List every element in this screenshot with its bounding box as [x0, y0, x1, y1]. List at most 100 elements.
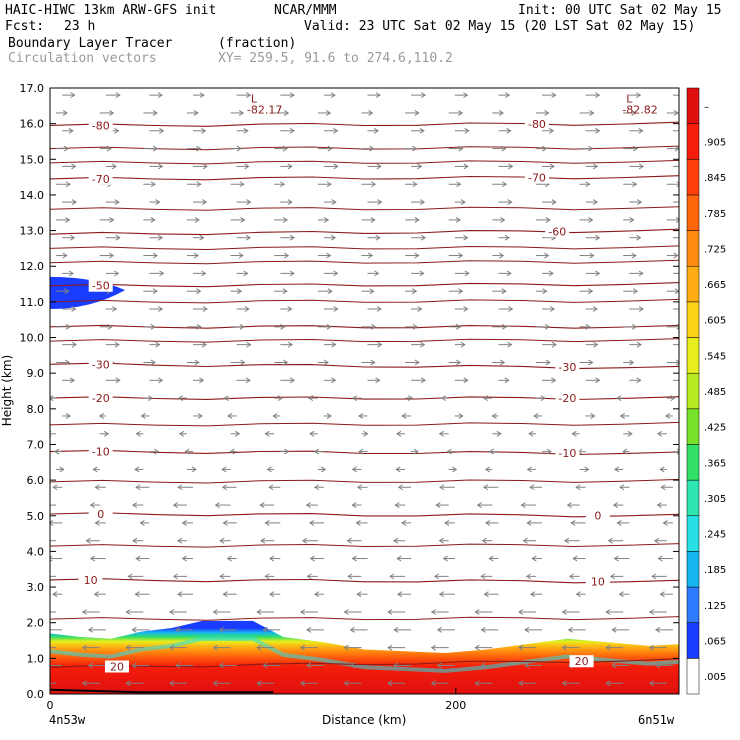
wind-vector-head	[227, 413, 233, 419]
wind-vector	[401, 519, 412, 526]
wind-vector	[94, 519, 106, 526]
wind-vector	[274, 395, 283, 402]
wind-vector-head	[458, 413, 464, 419]
wind-vector	[236, 92, 252, 99]
wind-vector	[313, 448, 324, 455]
wind-vector-head	[181, 519, 187, 526]
wind-vector-head	[125, 680, 131, 687]
isotherm-label-bg	[555, 392, 580, 405]
wind-vector-head	[243, 127, 249, 134]
wind-vector-head	[377, 341, 383, 348]
wind-vector-head	[561, 609, 567, 615]
colorbar-label: .245	[704, 530, 726, 541]
wind-vector	[227, 413, 237, 419]
wind-vector	[367, 92, 381, 99]
plot-frame	[49, 87, 680, 695]
colorbar-swatch	[686, 159, 700, 196]
wind-vector-head	[588, 359, 594, 366]
wind-vector-head	[305, 502, 311, 508]
wind-vector	[672, 308, 679, 310]
wind-vector	[535, 145, 548, 152]
wind-vector	[149, 199, 161, 205]
wind-vector	[411, 92, 427, 99]
wind-vector	[149, 127, 165, 134]
x-tick-label: 200	[445, 699, 466, 712]
wind-vector-head	[439, 484, 445, 491]
colorbar-swatch	[686, 265, 700, 303]
wind-vector-head	[229, 448, 235, 455]
wind-vector	[305, 502, 318, 508]
wind-vector-head	[202, 306, 208, 312]
wind-vector-head	[504, 92, 511, 99]
wind-vector	[280, 199, 293, 205]
wind-vector-head	[575, 484, 581, 491]
wind-vector-head	[590, 413, 596, 419]
wind-vector	[135, 555, 150, 562]
wind-vector-head	[499, 359, 506, 366]
wind-vector-head	[201, 341, 208, 348]
wind-vector-head	[561, 644, 567, 651]
wind-vector-head	[629, 216, 635, 223]
wind-vector-head	[256, 680, 262, 687]
model-title: HAIC-HIWC 13km ARW-GFS init	[5, 3, 217, 18]
wind-vector-head	[456, 181, 462, 188]
wind-vector	[193, 306, 208, 312]
wind-vector-head	[673, 110, 679, 116]
wind-vector	[454, 199, 466, 205]
wind-vector	[299, 609, 318, 615]
wind-vector-head	[627, 430, 633, 437]
wind-vector	[518, 609, 536, 615]
colorbar-label: .905	[704, 137, 726, 148]
low-marker-symbol: L	[626, 93, 633, 106]
wind-vector	[343, 680, 362, 687]
wind-vector-head	[64, 288, 70, 295]
wind-vector-head	[369, 288, 375, 295]
wind-vector	[405, 216, 420, 223]
wind-vector	[672, 165, 679, 167]
wind-vector	[186, 110, 199, 116]
wind-vector-head	[592, 163, 599, 170]
wind-vector	[666, 110, 679, 116]
wind-vector	[280, 341, 294, 348]
wind-vector	[317, 252, 332, 259]
wind-vector	[169, 644, 187, 651]
wind-vector-head	[483, 591, 489, 598]
wind-vector-head	[636, 234, 642, 241]
wind-vector	[524, 626, 543, 633]
wind-vector	[221, 484, 237, 491]
wind-vector-head	[377, 199, 383, 205]
wind-vector	[579, 359, 594, 366]
wind-vector-head	[501, 181, 508, 188]
wind-vector	[181, 519, 194, 526]
wind-vector-head	[375, 234, 381, 241]
wind-vector	[222, 591, 237, 598]
wind-vector-head	[323, 216, 330, 223]
wind-vector-head	[528, 430, 534, 437]
wind-vector	[361, 288, 375, 295]
wind-vector-head	[70, 92, 76, 99]
wind-vector-head	[289, 234, 295, 241]
wind-vector	[309, 430, 318, 437]
wind-vector	[492, 288, 507, 295]
wind-vector	[518, 644, 536, 651]
colorbar-label: .425	[704, 423, 726, 434]
wind-vector-head	[131, 662, 137, 669]
wind-vector-head	[506, 270, 512, 277]
wind-vector	[454, 341, 466, 348]
wind-vector	[623, 430, 633, 437]
y-tick-label: 8.0	[27, 403, 45, 416]
wind-vector-head	[501, 288, 507, 295]
wind-vector	[361, 145, 375, 152]
wind-vector-head	[369, 145, 375, 152]
wind-vector	[484, 466, 493, 473]
wind-vector	[274, 252, 290, 259]
wind-vector-head	[446, 448, 452, 455]
wind-vector	[572, 555, 586, 562]
wind-vector-head	[455, 216, 462, 223]
wind-vector-head	[551, 377, 557, 384]
wind-vector-head	[589, 252, 595, 259]
wind-vector	[62, 270, 75, 277]
wind-vector-head	[81, 644, 87, 651]
wind-vector	[393, 626, 412, 633]
wind-vector-head	[401, 413, 407, 419]
